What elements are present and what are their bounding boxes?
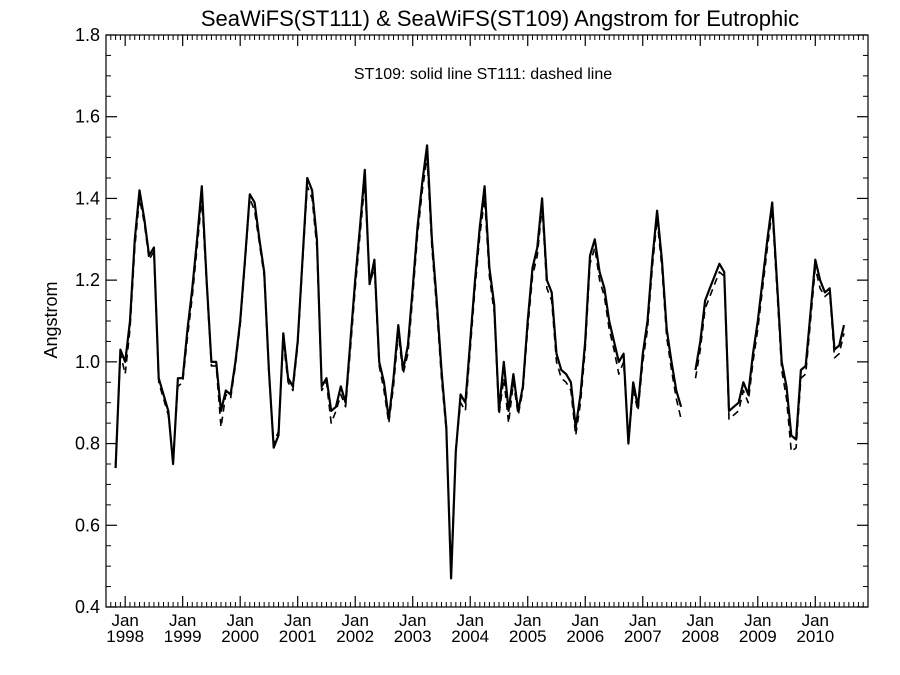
x-tick-month-label: Jan — [226, 611, 253, 630]
x-tick-month-label: Jan — [111, 611, 138, 630]
x-tick-year-label: 1999 — [164, 627, 202, 646]
x-tick-year-label: 1998 — [106, 627, 144, 646]
x-tick-month-label: Jan — [744, 611, 771, 630]
x-tick-year-label: 2004 — [451, 627, 489, 646]
x-tick-year-label: 2006 — [566, 627, 604, 646]
x-tick-year-label: 2008 — [681, 627, 719, 646]
series-line-st109 — [694, 201, 846, 441]
y-tick-label: 1.8 — [75, 25, 100, 45]
series-st109 — [105, 144, 846, 580]
legend-annotation: ST109: solid line ST111: dashed line — [354, 66, 612, 83]
x-tick-year-label: 2000 — [221, 627, 259, 646]
x-tick-year-label: 2005 — [509, 627, 547, 646]
y-tick-label: 1.2 — [75, 270, 100, 290]
x-tick-year-label: 2010 — [796, 627, 834, 646]
x-tick-year-label: 2002 — [336, 627, 374, 646]
x-tick-month-label: Jan — [687, 611, 714, 630]
y-tick-label: 0.8 — [75, 434, 100, 454]
y-axis: 0.4 0.6 0.8 1.0 1.2 1.4 1.6 1.8 — [75, 25, 868, 617]
x-tick-month-label: Jan — [399, 611, 426, 630]
y-tick-label: 1.6 — [75, 107, 100, 127]
series-line-st111 — [114, 156, 682, 576]
y-tick-label: 0.4 — [75, 597, 100, 617]
x-tick-year-label: 2001 — [279, 627, 317, 646]
x-axis: Jan1998Jan1999Jan2000Jan2001Jan2002Jan20… — [105, 35, 869, 646]
x-tick-month-label: Jan — [802, 611, 829, 630]
x-tick-month-label: Jan — [169, 611, 196, 630]
x-tick-month-label: Jan — [514, 611, 541, 630]
series-line-st111 — [694, 209, 845, 453]
plot-frame — [105, 34, 869, 608]
x-tick-month-label: Jan — [572, 611, 599, 630]
chart-title: SeaWiFS(ST111) & SeaWiFS(ST109) Angstrom… — [201, 6, 799, 31]
series-st111 — [105, 156, 845, 576]
y-tick-label: 0.6 — [75, 515, 100, 535]
x-tick-month-label: Jan — [284, 611, 311, 630]
x-tick-year-label: 2009 — [739, 627, 777, 646]
x-tick-month-label: Jan — [457, 611, 484, 630]
x-tick-month-label: Jan — [629, 611, 656, 630]
x-tick-month-label: Jan — [341, 611, 368, 630]
y-tick-label: 1.4 — [75, 188, 100, 208]
x-tick-year-label: 2007 — [624, 627, 662, 646]
y-tick-label: 1.0 — [75, 352, 100, 372]
y-axis-label: Angstrom — [41, 281, 61, 358]
series-layer — [105, 144, 846, 580]
x-tick-year-label: 2003 — [394, 627, 432, 646]
